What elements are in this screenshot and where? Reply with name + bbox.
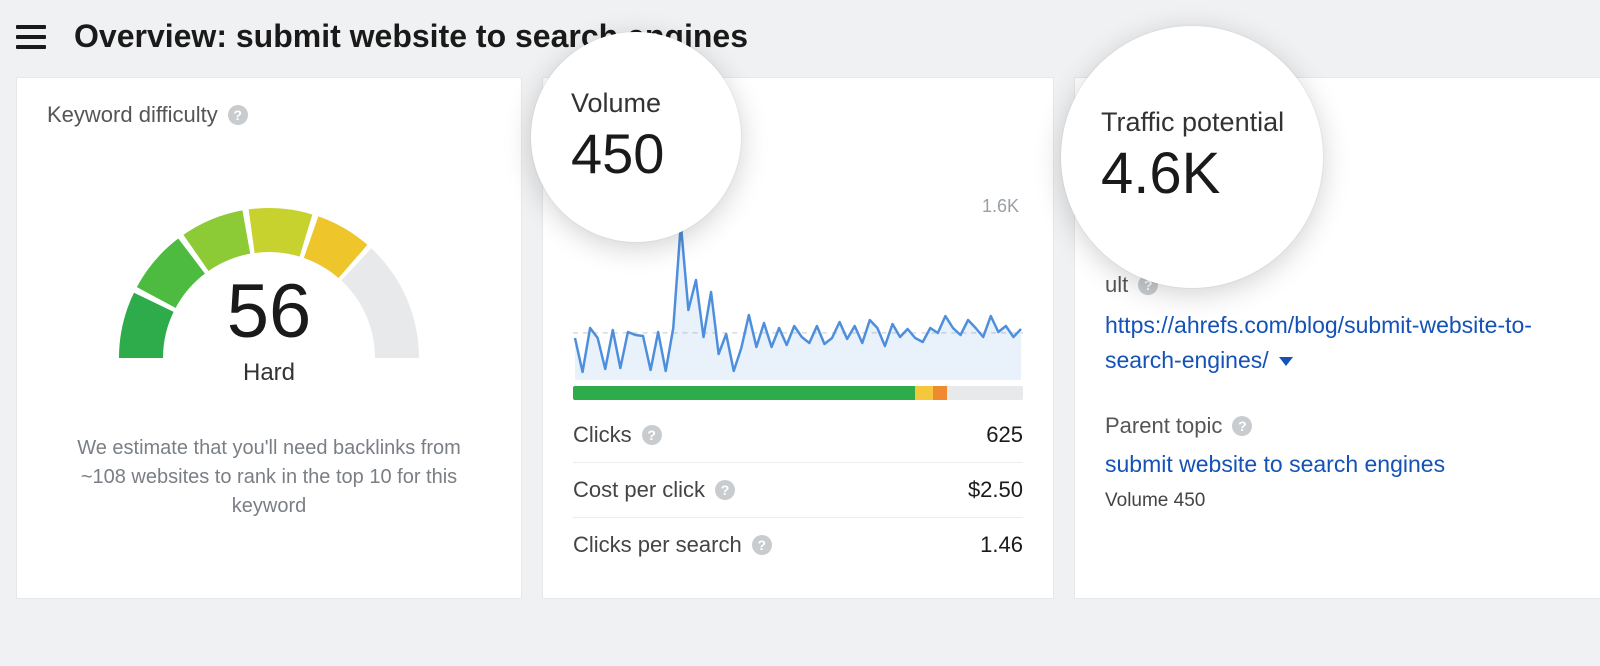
metric-name-text: Clicks per search [573, 532, 742, 558]
kd-label: Keyword difficulty ? [47, 102, 491, 128]
volume-card: Volume 450 1.6K Clicks? 625 Cost per click… [542, 77, 1054, 599]
chart-max-label: 1.6K [982, 196, 1019, 217]
volume-distribution-bar [573, 386, 1023, 400]
volume-chart-zone: 1.6K Clicks?625Cost per click?$2.50Click… [573, 202, 1023, 572]
dist-segment [933, 386, 947, 400]
parent-topic-link[interactable]: submit website to search engines [1105, 451, 1571, 478]
kd-rating: Hard [99, 359, 439, 387]
metric-name: Clicks per search? [573, 532, 772, 558]
help-icon[interactable]: ? [228, 105, 248, 125]
traffic-bubble-value: 4.6K [1101, 140, 1323, 207]
kd-label-text: Keyword difficulty [47, 102, 218, 128]
volume-bubble: Volume 450 [531, 32, 741, 242]
kd-footnote: We estimate that you'll need backlinks f… [47, 434, 491, 521]
metric-name: Cost per click? [573, 477, 735, 503]
traffic-potential-card: Traffic potential 4.6K ult ? https://ahr… [1074, 77, 1600, 599]
traffic-bubble-label: Traffic potential [1101, 107, 1323, 138]
help-icon[interactable]: ? [752, 535, 772, 555]
help-icon[interactable]: ? [642, 425, 662, 445]
parent-topic-volume: Volume 450 [1105, 490, 1571, 512]
dist-segment [915, 386, 933, 400]
help-icon[interactable]: ? [1232, 416, 1252, 436]
keyword-difficulty-card: Keyword difficulty ? 56 Hard We estimate… [16, 77, 522, 599]
help-icon[interactable]: ? [715, 480, 735, 500]
metric-value: 625 [986, 422, 1023, 448]
volume-bubble-value: 450 [571, 121, 741, 186]
page-header: Overview: submit website to search engin… [0, 0, 1600, 77]
metric-value: $2.50 [968, 477, 1023, 503]
traffic-bubble: Traffic potential 4.6K [1061, 26, 1323, 288]
kd-gauge: 56 Hard [47, 148, 491, 408]
metric-name-text: Clicks [573, 422, 632, 448]
metric-row: Cost per click? $2.50 [573, 463, 1023, 518]
volume-metrics: Clicks? 625 Cost per click? $2.50 Clicks per… [573, 408, 1023, 572]
parent-topic-label: Parent topic ? [1105, 413, 1571, 439]
metric-row: Clicks? 625 [573, 408, 1023, 463]
top-result-label-cut: ult [1105, 272, 1128, 298]
dist-segment [573, 386, 915, 400]
metric-row: Clicks per search? 1.46 [573, 518, 1023, 572]
metric-value: 1.46 [980, 532, 1023, 558]
parent-topic-label-text: Parent topic [1105, 413, 1222, 439]
metric-name-text: Cost per click [573, 477, 705, 503]
cards-row: Keyword difficulty ? 56 Hard We estimate… [0, 77, 1600, 599]
top-result-url[interactable]: https://ahrefs.com/blog/submit-website-t… [1105, 312, 1532, 373]
volume-bubble-label: Volume [571, 88, 741, 119]
top-result-link[interactable]: https://ahrefs.com/blog/submit-website-t… [1105, 308, 1571, 377]
dist-segment [947, 386, 1024, 400]
kd-value: 56 [99, 268, 439, 355]
chevron-down-icon[interactable] [1279, 357, 1293, 366]
metric-name: Clicks? [573, 422, 662, 448]
menu-icon[interactable] [16, 25, 46, 49]
